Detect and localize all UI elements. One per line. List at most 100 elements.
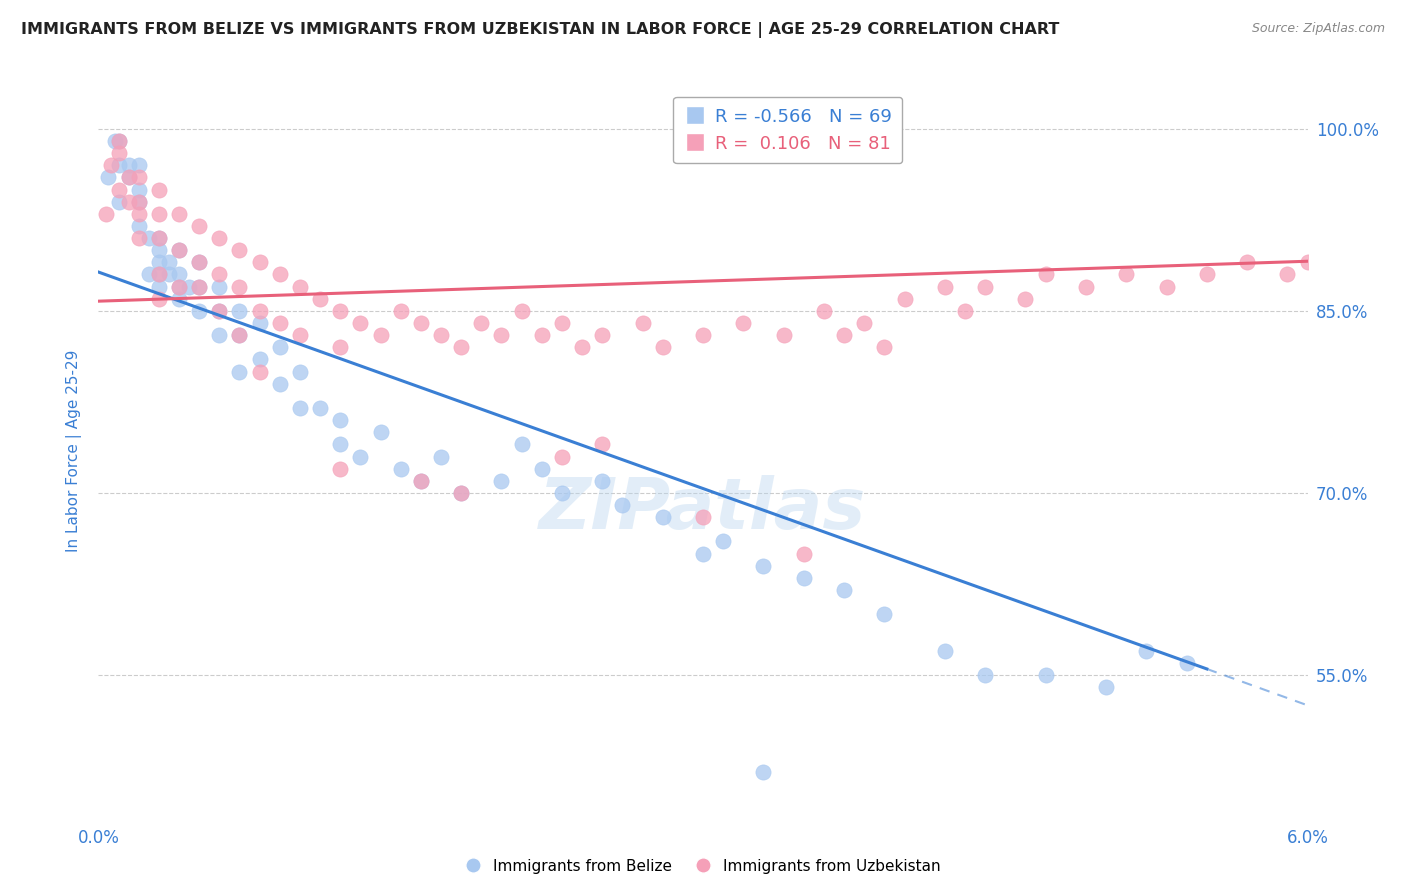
Point: [179, 279, 201, 293]
Point: [128, 194, 150, 209]
Point: [208, 328, 231, 343]
Point: [228, 365, 250, 379]
Point: [389, 304, 412, 318]
Point: [1195, 268, 1218, 282]
Point: [530, 461, 553, 475]
Point: [370, 328, 392, 343]
Point: [752, 765, 775, 780]
Point: [128, 207, 150, 221]
Point: [208, 304, 231, 318]
Point: [974, 279, 997, 293]
Point: [853, 316, 876, 330]
Point: [873, 340, 896, 354]
Point: [157, 255, 180, 269]
Point: [1035, 668, 1057, 682]
Point: [208, 304, 231, 318]
Point: [651, 340, 673, 354]
Point: [612, 498, 634, 512]
Point: [148, 268, 170, 282]
Point: [389, 461, 412, 475]
Point: [167, 292, 190, 306]
Point: [107, 134, 129, 148]
Point: [551, 316, 574, 330]
Point: [228, 328, 250, 343]
Point: [329, 437, 352, 451]
Point: [1277, 268, 1299, 282]
Point: [329, 413, 352, 427]
Point: [1296, 255, 1319, 269]
Point: [450, 340, 472, 354]
Point: [148, 268, 170, 282]
Point: [288, 279, 311, 293]
Point: [208, 279, 231, 293]
Point: [1236, 255, 1258, 269]
Text: Source: ZipAtlas.com: Source: ZipAtlas.com: [1251, 22, 1385, 36]
Point: [309, 292, 332, 306]
Point: [491, 328, 513, 343]
Point: [288, 365, 311, 379]
Point: [571, 340, 593, 354]
Point: [953, 304, 976, 318]
Point: [329, 304, 352, 318]
Point: [228, 304, 250, 318]
Point: [107, 194, 129, 209]
Point: [167, 243, 190, 257]
Point: [107, 146, 129, 161]
Point: [1156, 279, 1178, 293]
Point: [832, 582, 855, 597]
Point: [100, 158, 122, 172]
Point: [138, 268, 160, 282]
Point: [893, 292, 915, 306]
Point: [188, 219, 211, 233]
Point: [97, 170, 120, 185]
Point: [1095, 680, 1118, 694]
Legend: R = -0.566   N = 69, R =  0.106   N = 81: R = -0.566 N = 69, R = 0.106 N = 81: [673, 96, 903, 163]
Point: [228, 243, 250, 257]
Point: [148, 207, 170, 221]
Point: [107, 182, 129, 196]
Point: [370, 425, 392, 440]
Point: [188, 279, 211, 293]
Point: [157, 268, 180, 282]
Point: [208, 231, 231, 245]
Point: [188, 255, 211, 269]
Point: [651, 510, 673, 524]
Point: [349, 316, 371, 330]
Point: [551, 486, 574, 500]
Point: [148, 182, 170, 196]
Point: [591, 437, 613, 451]
Point: [591, 474, 613, 488]
Y-axis label: In Labor Force | Age 25-29: In Labor Force | Age 25-29: [66, 350, 83, 551]
Point: [118, 170, 141, 185]
Point: [148, 231, 170, 245]
Point: [188, 255, 211, 269]
Point: [974, 668, 997, 682]
Point: [692, 510, 714, 524]
Point: [228, 328, 250, 343]
Point: [309, 401, 332, 415]
Point: [349, 450, 371, 464]
Point: [1115, 268, 1137, 282]
Point: [1175, 656, 1198, 670]
Point: [148, 231, 170, 245]
Point: [530, 328, 553, 343]
Point: [288, 328, 311, 343]
Point: [128, 194, 150, 209]
Point: [430, 450, 453, 464]
Point: [269, 268, 291, 282]
Point: [128, 158, 150, 172]
Point: [249, 365, 271, 379]
Point: [510, 437, 533, 451]
Point: [118, 170, 141, 185]
Point: [269, 340, 291, 354]
Point: [288, 401, 311, 415]
Point: [118, 158, 141, 172]
Point: [249, 304, 271, 318]
Point: [470, 316, 492, 330]
Point: [128, 170, 150, 185]
Point: [733, 316, 755, 330]
Point: [832, 328, 855, 343]
Point: [450, 486, 472, 500]
Point: [491, 474, 513, 488]
Point: [329, 461, 352, 475]
